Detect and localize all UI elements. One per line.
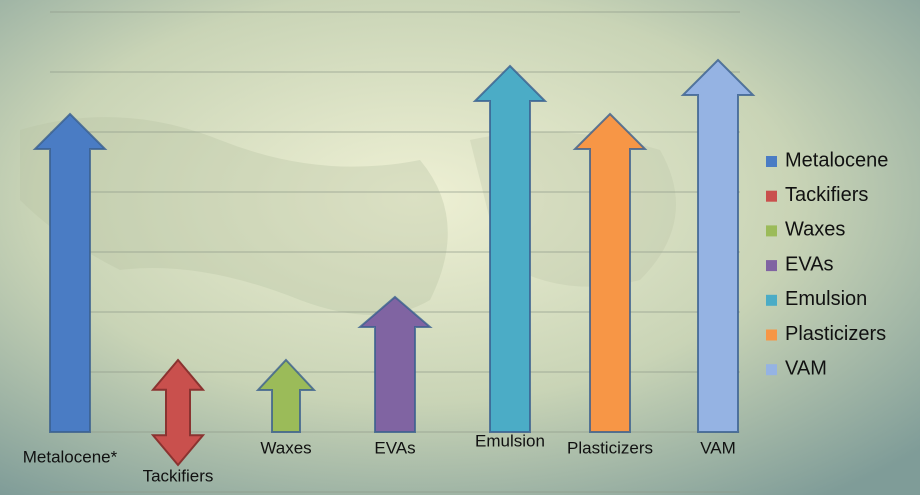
arrow (357, 295, 433, 433)
x-tick-label: Tackifiers (143, 466, 214, 485)
legend-label: Plasticizers (785, 323, 886, 345)
legend-swatch (766, 364, 777, 376)
map-shape (20, 117, 448, 315)
legend-swatch (766, 190, 777, 202)
arrow (572, 112, 648, 433)
legend-label: Waxes (785, 219, 845, 241)
legend-swatch (766, 260, 777, 272)
x-tick-label: Metalocene* (23, 447, 118, 466)
arrow (32, 112, 108, 433)
legend-swatch (766, 225, 777, 237)
legend-label: EVAs (785, 253, 834, 275)
legend-swatch (766, 156, 777, 167)
arrow (255, 358, 317, 433)
arrow (680, 58, 756, 433)
legend-label: Tackifiers (785, 184, 868, 206)
x-tick-label: Emulsion (475, 431, 545, 450)
legend-swatch (766, 294, 777, 306)
x-tick-label: VAM (700, 438, 736, 457)
x-tick-label: Plasticizers (567, 438, 653, 457)
legend-label: VAM (785, 357, 827, 379)
legend-label: Metalocene (785, 149, 888, 171)
legend-label: Emulsion (785, 288, 867, 310)
arrow (150, 358, 206, 467)
x-tick-label: EVAs (374, 438, 415, 457)
legend-swatch (766, 329, 777, 341)
x-tick-label: Waxes (260, 438, 311, 457)
arrow (472, 64, 548, 433)
